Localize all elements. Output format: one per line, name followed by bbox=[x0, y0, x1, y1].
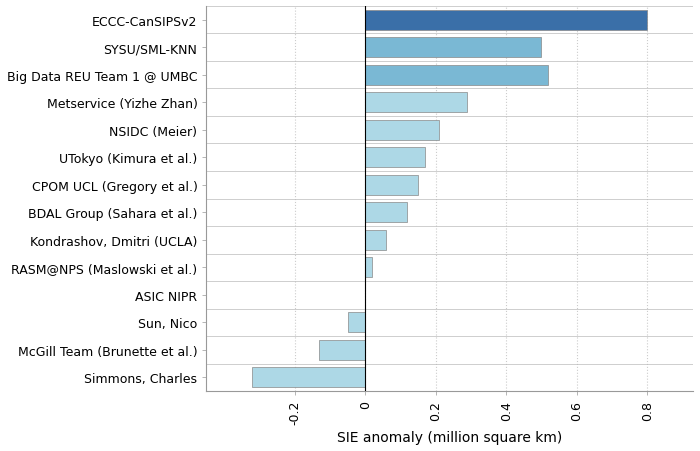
Bar bbox=[365, 175, 418, 195]
Bar bbox=[365, 203, 407, 223]
X-axis label: SIE anomaly (million square km): SIE anomaly (million square km) bbox=[337, 430, 562, 444]
Bar bbox=[365, 93, 468, 113]
Bar bbox=[365, 66, 549, 85]
Bar bbox=[319, 340, 365, 360]
Bar bbox=[365, 38, 541, 58]
Bar bbox=[252, 368, 365, 387]
Bar bbox=[365, 120, 439, 140]
Bar bbox=[365, 230, 386, 250]
Bar bbox=[365, 148, 425, 168]
Bar bbox=[347, 313, 365, 332]
Bar bbox=[365, 258, 372, 277]
Bar bbox=[365, 11, 648, 31]
